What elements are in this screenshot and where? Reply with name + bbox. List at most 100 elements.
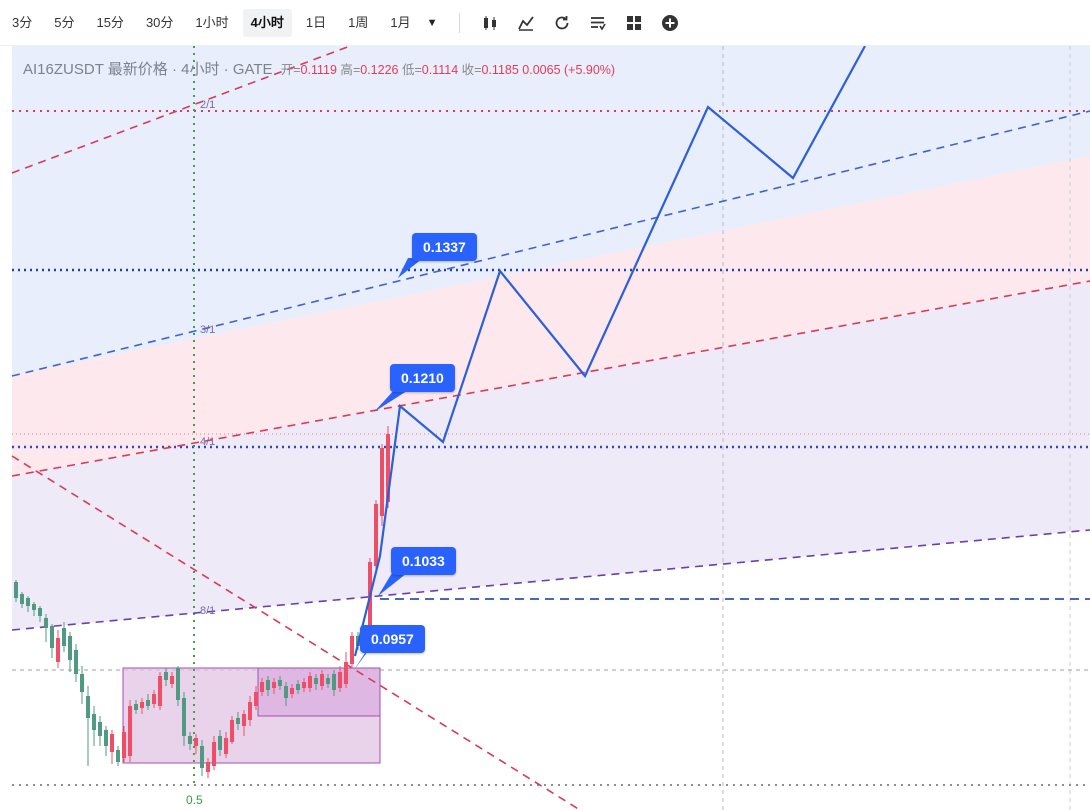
legend-close-label: 收: [461, 63, 475, 77]
legend-symbol: AI16ZUSDT: [23, 61, 104, 78]
timeframe-1mo[interactable]: 1月: [390, 14, 411, 30]
candle-type-icon[interactable]: [479, 12, 501, 34]
candle-body: [164, 672, 168, 680]
candle-body: [350, 636, 354, 664]
candle-body: [128, 706, 132, 756]
candle-body: [68, 636, 72, 660]
candle-body: [320, 674, 324, 686]
candle-body: [386, 434, 390, 502]
price-callout[interactable]: 0.1337: [412, 233, 477, 261]
zone-purple: [12, 281, 1090, 630]
candle-body: [236, 718, 240, 724]
legend-low: 0.1114: [421, 63, 459, 77]
layout-grid-icon[interactable]: [623, 12, 645, 34]
timeframe-1w[interactable]: 1周: [348, 14, 369, 30]
legend-high: 0.1226: [360, 63, 399, 77]
toolbar-divider: [459, 12, 461, 33]
candle-body: [332, 674, 336, 690]
candle-body: [110, 734, 114, 752]
timeframe-30m[interactable]: 30分: [145, 14, 174, 30]
candle-body: [380, 448, 384, 516]
candle-body: [152, 694, 156, 704]
candle-body: [26, 598, 30, 606]
callout-pointer: [398, 258, 423, 278]
candle-body: [176, 668, 180, 700]
legend-interval: 4小时: [181, 61, 220, 78]
price-callout[interactable]: 0.1210: [390, 364, 455, 392]
candle-body: [200, 746, 204, 768]
timeframe-3m[interactable]: 3分: [12, 14, 33, 30]
candle-body: [32, 604, 36, 610]
add-icon[interactable]: [659, 12, 681, 34]
timeframe-1h[interactable]: 1小时: [195, 14, 229, 30]
candle-body: [140, 702, 144, 708]
channel-line-red: [11, 280, 1090, 477]
candle-body: [260, 682, 264, 692]
projection-path: [353, 46, 866, 657]
legend-exchange: GATE: [232, 61, 273, 78]
candle-body: [20, 594, 24, 604]
candle-body: [98, 722, 102, 736]
legend-high-label: 高: [340, 63, 353, 77]
price-callout[interactable]: 0.0957: [360, 625, 425, 653]
candle-body: [290, 688, 294, 694]
callout-pointer: [378, 573, 407, 596]
candle-body: [368, 562, 372, 642]
channel-line-blue: [11, 110, 1090, 377]
legend-close: 0.1185: [481, 63, 519, 77]
candle-body: [338, 672, 342, 688]
candle-body: [224, 738, 228, 754]
timeframe-5m[interactable]: 5分: [54, 14, 75, 30]
candle-body: [116, 750, 120, 762]
fib-label: 3/1: [200, 324, 216, 336]
candle-body: [146, 700, 150, 706]
fib-label: 8/1: [200, 605, 216, 617]
candle-body: [86, 696, 90, 718]
candle-body: [50, 626, 54, 648]
candlestick-series: [14, 426, 390, 778]
candle-body: [374, 504, 378, 566]
candle-body: [308, 676, 312, 688]
candle-body: [38, 608, 42, 616]
legend-open-label: 开: [280, 63, 294, 77]
chart-legend: AI16ZUSDT 最新价格 · 4小时 · GATE 开=0.1119 高=0…: [23, 61, 616, 78]
candle-body: [302, 682, 306, 688]
candle-body: [62, 628, 66, 646]
candle-body: [242, 714, 246, 726]
timeframe-15m[interactable]: 15分: [96, 14, 124, 30]
replay-icon[interactable]: [551, 12, 573, 34]
fib-label: 2/1: [200, 99, 216, 111]
candle-body: [170, 676, 174, 684]
timeframe-1d[interactable]: 1日: [305, 14, 327, 30]
candle-body: [218, 736, 222, 750]
price-callout[interactable]: 0.1033: [391, 547, 456, 575]
legend-low-label: 低: [401, 63, 415, 77]
candle-body: [296, 684, 300, 690]
x-axis-label: 0.5: [186, 793, 203, 807]
candle-body: [284, 686, 288, 698]
candle-body: [326, 678, 330, 684]
timeframe-4h[interactable]: 4小时: [242, 8, 292, 37]
drawing-list-icon[interactable]: [587, 12, 609, 34]
candle-body: [206, 762, 210, 772]
chart-canvas[interactable]: [0, 46, 1090, 810]
candle-body: [194, 738, 198, 746]
candle-body: [254, 692, 258, 706]
candle-body: [212, 742, 216, 766]
channel-line-red-top: [11, 46, 351, 174]
candle-body: [80, 674, 84, 692]
candle-body: [188, 736, 192, 744]
price-chart[interactable]: AI16ZUSDT 最新价格 · 4小时 · GATE 开=0.1119 高=0…: [0, 46, 1090, 810]
timeframe-dropdown-icon[interactable]: ▼: [426, 16, 438, 29]
zone-pink: [12, 156, 1090, 476]
candle-body: [44, 618, 48, 628]
channel-line-purple: [11, 529, 1090, 631]
timeframe-toolbar: 3分 5分 15分 30分 1小时 4小时 1日 1周 1月 ▼: [0, 0, 1090, 46]
candle-body: [266, 680, 270, 690]
candle-body: [158, 676, 162, 706]
candle-body: [134, 704, 138, 710]
candle-body: [74, 650, 78, 674]
indicator-icon[interactable]: [515, 12, 537, 34]
candle-body: [248, 702, 252, 720]
legend-change: 0.0065: [522, 63, 561, 77]
